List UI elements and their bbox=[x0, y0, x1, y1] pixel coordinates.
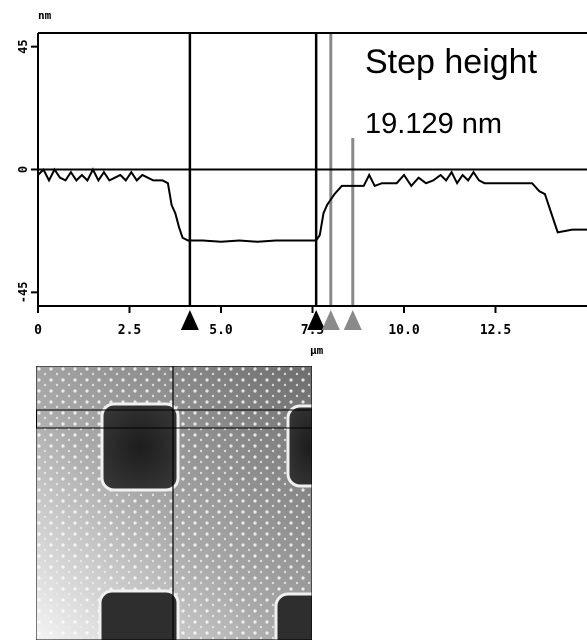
x-tick-label: 5.0 bbox=[209, 323, 233, 338]
cursor-marker-black[interactable] bbox=[180, 310, 199, 330]
cursor-marker-black[interactable] bbox=[307, 310, 326, 330]
x-tick-label: 10.0 bbox=[388, 323, 419, 338]
profile-line bbox=[37, 167, 587, 243]
step-height-label: Step height bbox=[365, 43, 538, 81]
afm-height-image bbox=[36, 366, 312, 640]
y-tick-label: -45 bbox=[16, 282, 30, 304]
x-tick-label: 2.5 bbox=[118, 323, 141, 338]
x-axis-unit-label: μm bbox=[310, 344, 324, 357]
profile-chart: nm 450-45 0 2.5 5.0 7.5 10.0 12.5 Step height… bbox=[16, 9, 587, 357]
y-tick-label: 45 bbox=[16, 39, 30, 53]
step-height-value: 19.129 nm bbox=[365, 108, 502, 140]
cursor-marker-gray[interactable] bbox=[343, 310, 362, 330]
x-tick-label: 0 bbox=[34, 323, 42, 338]
cursor-marker-gray[interactable] bbox=[321, 310, 340, 330]
y-tick-label: 0 bbox=[16, 166, 30, 173]
y-axis-unit-label: nm bbox=[38, 9, 52, 22]
x-tick-label: 12.5 bbox=[480, 323, 511, 338]
